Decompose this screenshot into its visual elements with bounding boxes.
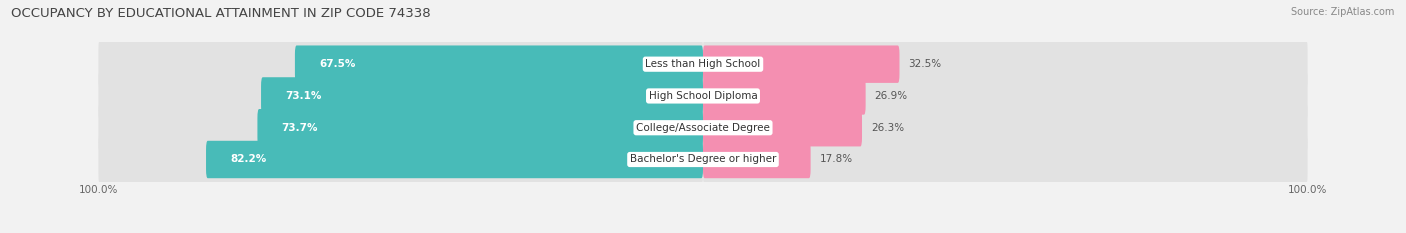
FancyBboxPatch shape bbox=[257, 109, 703, 147]
Text: 73.7%: 73.7% bbox=[281, 123, 318, 133]
Text: 32.5%: 32.5% bbox=[908, 59, 942, 69]
FancyBboxPatch shape bbox=[703, 141, 811, 178]
FancyBboxPatch shape bbox=[703, 109, 862, 147]
FancyBboxPatch shape bbox=[295, 45, 703, 83]
FancyBboxPatch shape bbox=[703, 37, 1308, 91]
Text: College/Associate Degree: College/Associate Degree bbox=[636, 123, 770, 133]
FancyBboxPatch shape bbox=[207, 141, 703, 178]
Text: 17.8%: 17.8% bbox=[820, 154, 853, 164]
FancyBboxPatch shape bbox=[703, 45, 900, 83]
Text: Bachelor's Degree or higher: Bachelor's Degree or higher bbox=[630, 154, 776, 164]
FancyBboxPatch shape bbox=[98, 101, 703, 155]
FancyBboxPatch shape bbox=[703, 69, 1308, 123]
FancyBboxPatch shape bbox=[98, 132, 703, 187]
Text: Source: ZipAtlas.com: Source: ZipAtlas.com bbox=[1291, 7, 1395, 17]
Text: 82.2%: 82.2% bbox=[231, 154, 267, 164]
Text: 26.9%: 26.9% bbox=[875, 91, 908, 101]
FancyBboxPatch shape bbox=[98, 69, 703, 123]
FancyBboxPatch shape bbox=[703, 77, 866, 115]
Text: 73.1%: 73.1% bbox=[285, 91, 322, 101]
Text: Less than High School: Less than High School bbox=[645, 59, 761, 69]
FancyBboxPatch shape bbox=[703, 101, 1308, 155]
Text: OCCUPANCY BY EDUCATIONAL ATTAINMENT IN ZIP CODE 74338: OCCUPANCY BY EDUCATIONAL ATTAINMENT IN Z… bbox=[11, 7, 430, 20]
Text: 26.3%: 26.3% bbox=[872, 123, 904, 133]
FancyBboxPatch shape bbox=[98, 37, 703, 91]
Text: 67.5%: 67.5% bbox=[319, 59, 356, 69]
FancyBboxPatch shape bbox=[703, 132, 1308, 187]
Text: High School Diploma: High School Diploma bbox=[648, 91, 758, 101]
FancyBboxPatch shape bbox=[262, 77, 703, 115]
